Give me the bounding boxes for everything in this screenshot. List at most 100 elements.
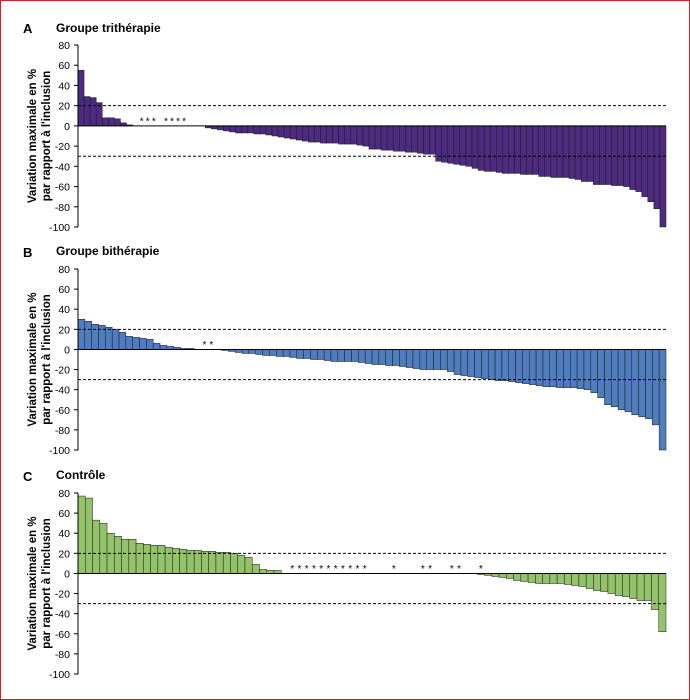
bar xyxy=(241,125,248,134)
asterisk-marker: * xyxy=(428,564,432,575)
bar xyxy=(562,125,570,178)
bar xyxy=(527,573,536,583)
bar xyxy=(399,349,407,367)
bar xyxy=(102,117,109,127)
bar xyxy=(460,349,468,376)
y-tick-label: 0 xyxy=(64,121,70,133)
bar xyxy=(496,125,503,173)
bar xyxy=(520,125,527,175)
asterisk-marker: * xyxy=(203,340,207,351)
bar xyxy=(150,545,159,574)
bar xyxy=(417,125,424,154)
bar xyxy=(544,125,552,177)
y-tick-label: -80 xyxy=(55,425,70,437)
bar xyxy=(289,349,298,358)
y-tick-label: -20 xyxy=(55,589,70,601)
bar xyxy=(580,125,588,182)
bar xyxy=(146,339,154,350)
y-tick-label: -60 xyxy=(55,405,70,417)
bar xyxy=(248,349,257,354)
asterisk-marker: * xyxy=(421,564,425,575)
bar xyxy=(128,539,137,574)
y-tick-label: 60 xyxy=(58,284,70,296)
bar xyxy=(643,573,652,601)
bar xyxy=(320,125,327,144)
y-tick-label: 80 xyxy=(58,264,70,276)
bar xyxy=(583,349,592,390)
y-tick-label: -100 xyxy=(49,669,70,681)
bar xyxy=(323,349,332,361)
y-axis-label: Variation maximale en % xyxy=(27,69,39,203)
y-tick-label: -40 xyxy=(55,609,70,621)
bar xyxy=(412,349,421,369)
bar xyxy=(362,125,370,147)
chart-panel-b: B Groupe bithérapie Variation maximale en … xyxy=(23,244,667,457)
bar xyxy=(508,349,516,382)
y-tick-label: 20 xyxy=(58,548,70,560)
bar xyxy=(556,125,564,178)
y-tick-label: 0 xyxy=(64,344,70,356)
chart-title: Contrôle xyxy=(56,468,106,482)
bar xyxy=(441,125,449,163)
bar xyxy=(265,125,273,136)
bar xyxy=(289,125,297,140)
asterisk-marker: * xyxy=(356,564,360,575)
bar xyxy=(501,349,510,381)
bar xyxy=(419,349,427,370)
bar xyxy=(332,125,339,144)
chart-panel-a: A Groupe trithérapie Variation maximale en… xyxy=(23,21,667,234)
bar xyxy=(532,125,539,175)
bar xyxy=(253,125,261,135)
bar xyxy=(310,349,318,360)
bar xyxy=(593,573,601,591)
bar xyxy=(578,573,587,587)
bar xyxy=(459,125,467,166)
bar xyxy=(295,125,303,141)
y-tick-label: 20 xyxy=(58,101,70,113)
bar xyxy=(481,349,489,379)
bar xyxy=(229,125,236,133)
bar xyxy=(77,70,85,127)
asterisk-marker: * xyxy=(140,116,144,127)
y-tick-label: -20 xyxy=(55,365,70,377)
bar xyxy=(556,349,564,388)
bar xyxy=(157,545,166,574)
bar xyxy=(614,573,623,596)
bar xyxy=(423,125,430,155)
bar xyxy=(549,349,557,387)
bar xyxy=(237,555,246,574)
bar xyxy=(658,573,667,633)
bar xyxy=(251,564,260,574)
y-tick-label: -80 xyxy=(55,202,70,214)
y-axis-label: par rapport à l'inclusion xyxy=(41,518,53,649)
bar xyxy=(84,321,92,350)
bar xyxy=(498,573,507,578)
bar xyxy=(489,125,497,172)
asterisk-marker: * xyxy=(363,564,367,575)
bar xyxy=(647,125,655,202)
asterisk-marker: * xyxy=(457,564,461,575)
y-tick-label: 40 xyxy=(58,80,70,92)
bar xyxy=(172,548,180,574)
bar xyxy=(358,349,366,363)
bar xyxy=(303,349,311,359)
asterisk-marker: * xyxy=(348,564,352,575)
y-tick-label: -60 xyxy=(55,629,70,641)
asterisk-marker: * xyxy=(182,116,186,127)
bar xyxy=(223,125,230,132)
bar xyxy=(631,349,639,416)
bar xyxy=(429,125,436,155)
bar xyxy=(622,573,630,597)
bar xyxy=(259,569,267,574)
asterisk-marker: * xyxy=(209,340,213,351)
bar xyxy=(356,125,364,146)
bar xyxy=(652,349,660,426)
bar xyxy=(426,349,434,370)
bar xyxy=(114,118,121,127)
bar xyxy=(465,125,473,167)
asterisk-marker: * xyxy=(305,564,309,575)
bar xyxy=(235,125,242,134)
bar xyxy=(605,125,612,185)
bar xyxy=(600,573,609,592)
bar xyxy=(624,349,633,413)
